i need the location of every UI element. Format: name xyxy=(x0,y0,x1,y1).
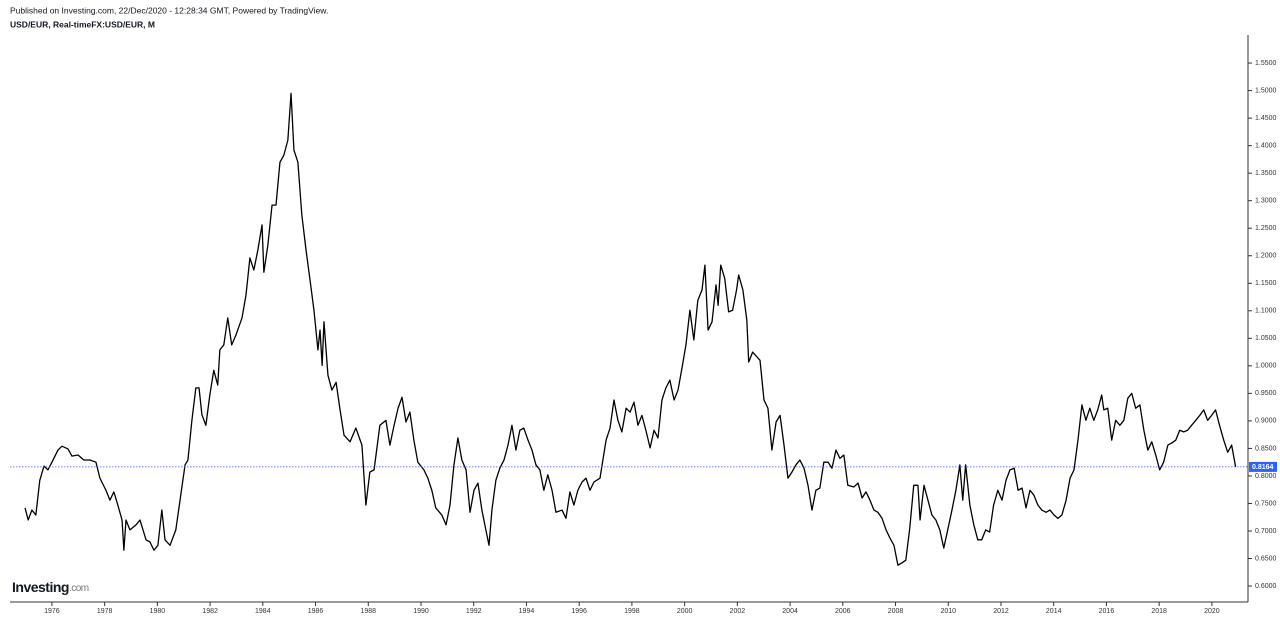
x-tick-label: 1990 xyxy=(413,608,429,615)
y-tick-label: 1.2500 xyxy=(1255,225,1277,232)
y-tick-label: 1.0500 xyxy=(1255,335,1277,342)
y-tick-label: 0.6500 xyxy=(1255,555,1277,562)
price-line xyxy=(24,92,1237,566)
y-tick-label: 0.7500 xyxy=(1255,500,1277,507)
x-tick-label: 1988 xyxy=(360,608,376,615)
x-tick-label: 1986 xyxy=(308,608,324,615)
x-tick-label: 2006 xyxy=(835,608,851,615)
x-tick-label: 2012 xyxy=(993,608,1009,615)
brand: Investing.com xyxy=(12,579,89,595)
y-tick-label: 0.8000 xyxy=(1255,473,1277,480)
y-tick-label: 0.9000 xyxy=(1255,418,1277,425)
x-tick-label: 2008 xyxy=(888,608,904,615)
x-tick-label: 1984 xyxy=(255,608,271,615)
brand-suffix: .com xyxy=(69,583,89,594)
x-tick-label: 1994 xyxy=(519,608,535,615)
y-tick-label: 1.4000 xyxy=(1255,142,1277,149)
y-tick-label: 1.1000 xyxy=(1255,308,1277,315)
y-tick-label: 1.4500 xyxy=(1255,115,1277,122)
x-tick-label: 1982 xyxy=(202,608,218,615)
x-tick-label: 1976 xyxy=(44,608,60,615)
x-tick-label: 2018 xyxy=(1151,608,1167,615)
published-note: Published on Investing.com, 22/Dec/2020 … xyxy=(10,5,328,15)
x-tick-label: 2016 xyxy=(1099,608,1115,615)
chart-title: USD/EUR, Real-timeFX:USD/EUR, M xyxy=(10,19,155,29)
y-tick-label: 0.6000 xyxy=(1255,583,1277,590)
x-tick-label: 2000 xyxy=(677,608,693,615)
x-tick-label: 2002 xyxy=(730,608,746,615)
x-tick-label: 1980 xyxy=(150,608,166,615)
y-tick-label: 1.2000 xyxy=(1255,253,1277,260)
y-tick-label: 1.3000 xyxy=(1255,198,1277,205)
y-tick-label: 1.5000 xyxy=(1255,87,1277,94)
y-tick-label: 1.5500 xyxy=(1255,60,1277,67)
x-tick-label: 2010 xyxy=(940,608,956,615)
x-tick-label: 1992 xyxy=(466,608,482,615)
x-tick-label: 2014 xyxy=(1046,608,1062,615)
x-tick-label: 1996 xyxy=(571,608,587,615)
x-tick-label: 1978 xyxy=(97,608,113,615)
x-tick-label: 1998 xyxy=(624,608,640,615)
last-price-tag xyxy=(1249,461,1277,472)
y-tick-label: 1.3500 xyxy=(1255,170,1277,177)
y-tick-label: 1.1500 xyxy=(1255,280,1277,287)
last-price-label: 0.8164 xyxy=(1252,464,1274,471)
y-tick-label: 0.8500 xyxy=(1255,445,1277,452)
brand-name: Investing xyxy=(12,579,69,595)
y-tick-label: 1.0000 xyxy=(1255,363,1277,370)
x-tick-label: 2020 xyxy=(1204,608,1220,615)
x-tick-label: 2004 xyxy=(782,608,798,615)
y-tick-label: 0.9500 xyxy=(1255,390,1277,397)
y-tick-label: 0.7000 xyxy=(1255,528,1277,535)
